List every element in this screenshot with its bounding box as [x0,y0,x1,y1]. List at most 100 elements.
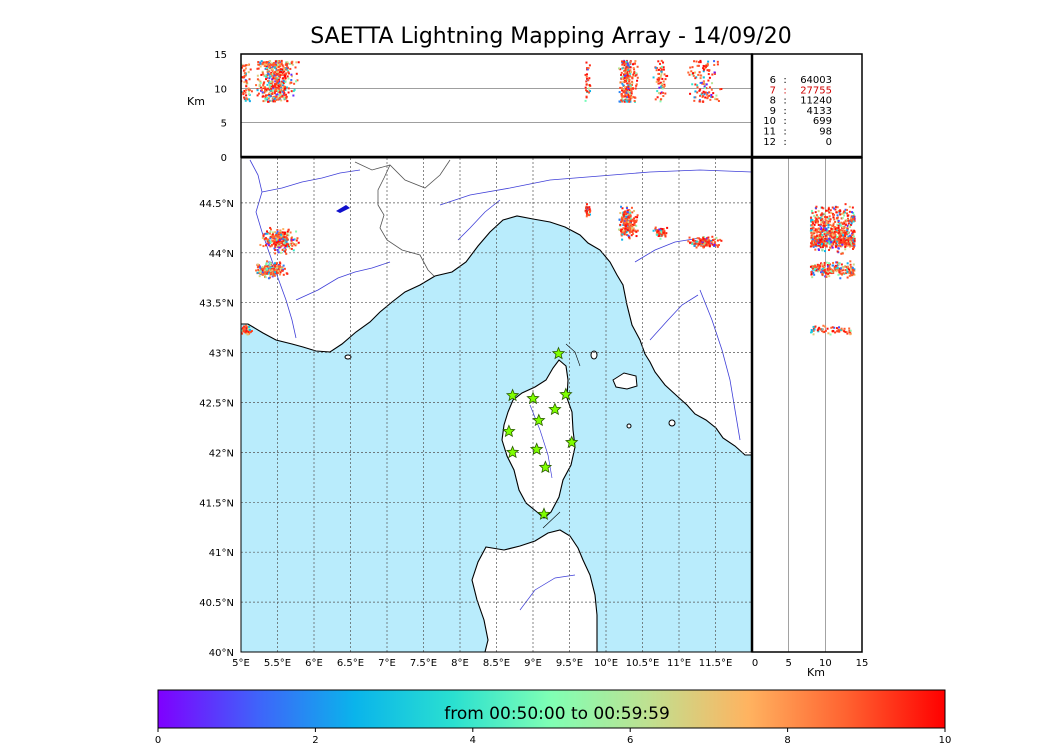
lightning-source [250,330,253,333]
lma-stations [502,346,579,520]
lightning-source-side [810,329,813,332]
lightning-source-side [844,237,847,240]
lightning-source-alt [279,85,282,88]
lightning-source-alt [271,81,274,84]
lightning-source [705,244,708,247]
lightning-source-side [810,271,813,274]
lightning-source-side [840,213,843,216]
lightning-source-alt [664,78,667,81]
lightning-source [708,240,711,243]
lightning-source-side [850,238,853,241]
lightning-source [274,271,277,274]
colorbar-label: from 00:50:00 to 00:59:59 [444,704,670,724]
lightning-source-alt [699,88,702,91]
lightning-source-alt [256,74,259,77]
lightning-source-side [844,220,847,223]
lightning-source-alt [662,95,665,98]
lightning-source-side [824,228,827,231]
lon-tick-label: 11.5°E [699,658,733,669]
lightning-source [275,238,278,241]
lightning-source-alt [266,83,269,86]
lightning-source-side [826,216,829,219]
lightning-source [287,234,290,237]
lightning-source [275,241,278,244]
lightning-source-side [850,266,853,269]
lightning-source-alt [244,74,247,77]
lightning-source [267,264,270,267]
lightning-source-alt [264,67,267,70]
lightning-source-side [811,235,814,238]
lightning-source-alt [620,78,623,81]
lightning-source-side [835,242,838,245]
lightning-source-alt [279,91,282,94]
lightning-source [635,235,638,238]
lightning-source-side [845,330,848,333]
lightning-source [275,232,278,235]
lightning-source [624,227,627,230]
lightning-source-alt [694,77,697,80]
lightning-source-side [812,226,815,229]
lightning-source-alt [706,93,709,96]
lightning-source-alt [707,73,710,76]
lightning-source-side [834,220,837,223]
lightning-source-alt [279,65,282,68]
lightning-source [585,211,588,214]
lightning-source-alt [288,62,291,65]
lat-tick-label: 42.5°N [199,399,234,410]
lightning-source-alt [271,89,274,92]
lightning-source-alt [266,98,269,101]
lightning-source-alt [289,67,292,70]
colorbar-tick-label: 4 [470,735,476,746]
lightning-source-alt [273,73,276,76]
top-ytick-label: 5 [221,119,227,130]
lightning-source-alt [290,62,293,65]
lightning-source-alt [269,99,272,102]
lightning-source [257,268,260,271]
lightning-source [624,230,627,233]
lightning-source-alt [625,96,628,99]
lightning-source-alt [284,85,287,88]
lightning-source-side [846,268,849,271]
lightning-source [630,230,633,233]
lightning-source [265,267,268,270]
hyeres-island [344,354,352,360]
lightning-source [713,244,716,247]
lightning-source-alt [278,61,281,64]
lightning-source-alt [282,93,285,96]
lightning-source [657,229,660,232]
lightning-source-alt [270,66,273,69]
lightning-source [287,243,290,246]
lightning-source [273,265,276,268]
lightning-source-alt [584,73,587,76]
lightning-source-side [812,230,815,233]
lightning-source [713,238,716,241]
lightning-source-alt [296,79,299,82]
lightning-source [633,224,636,227]
lightning-source-alt [633,68,636,71]
lightning-source-alt [701,81,704,84]
lightning-source-alt [266,80,269,83]
lightning-source [243,330,246,333]
lightning-source-alt [268,63,271,66]
lightning-source-alt [702,76,705,79]
lightning-source [628,231,631,234]
lightning-source [617,228,620,231]
lightning-source-alt [585,80,588,83]
side-xtick-label: 5 [785,658,791,669]
count-key: 12 [763,137,776,148]
lightning-source-side [831,231,834,234]
lightning-source [262,245,265,248]
count-key: 11 [763,127,776,138]
lightning-source-side [826,263,829,266]
lightning-source-alt [264,87,267,90]
lightning-source-side [818,234,821,237]
lightning-source-side [846,229,849,232]
lightning-source-side [817,327,820,330]
lightning-source-alt [627,87,630,90]
count-sep: : [783,137,786,148]
lightning-source [716,245,719,248]
lightning-source-side [821,233,824,236]
lightning-source [708,239,711,242]
lightning-source [276,228,279,231]
